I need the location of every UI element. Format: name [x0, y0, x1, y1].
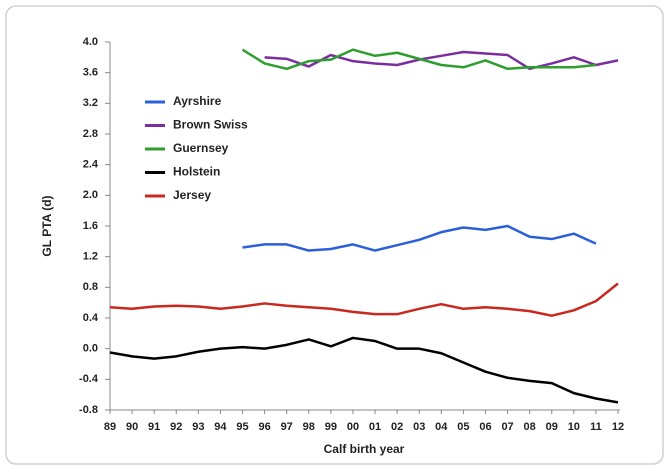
series-line	[109, 336, 619, 404]
x-tick-label: 92	[170, 421, 182, 433]
frame	[5, 5, 664, 465]
y-tick-label: 3.2	[83, 97, 98, 109]
x-tick-label: 97	[281, 421, 293, 433]
legend-label: Guernsey	[173, 141, 229, 155]
y-axis-title: GL PTA (d)	[40, 195, 54, 256]
legend-label: Brown Swiss	[173, 118, 248, 132]
x-tick-label: 96	[258, 421, 270, 433]
series-line	[264, 50, 619, 71]
x-tick-label: 12	[612, 421, 624, 433]
x-tick-label: 91	[148, 421, 160, 433]
x-tick-label: 99	[325, 421, 337, 433]
y-tick-label: 0.0	[83, 343, 98, 355]
x-tick-label: 03	[413, 421, 425, 433]
y-tick-label: -0.4	[79, 373, 99, 385]
legend-label: Ayrshire	[173, 94, 222, 108]
series-line	[241, 48, 597, 71]
y-tick-label: -0.8	[79, 404, 98, 416]
x-tick-label: 98	[303, 421, 315, 433]
x-axis-title: Calf birth year	[324, 442, 405, 456]
y-tick-label: 4.0	[83, 36, 98, 48]
y-tick-label: 2.4	[83, 159, 99, 171]
series-line	[242, 224, 597, 252]
x-tick-label: 89	[104, 421, 116, 433]
legend-label: Jersey	[173, 188, 211, 202]
x-tick-label: 05	[457, 421, 469, 433]
x-tick-label: 93	[192, 421, 204, 433]
x-tick-label: 95	[236, 421, 248, 433]
x-tick-label: 09	[546, 421, 558, 433]
y-tick-label: 2.8	[83, 128, 98, 140]
x-tick-label: 01	[369, 421, 381, 433]
x-tick-label: 10	[568, 421, 580, 433]
y-tick-label: 0.8	[83, 281, 98, 293]
x-tick-label: 90	[126, 421, 138, 433]
x-tick-label: 07	[501, 421, 513, 433]
x-tick-label: 04	[435, 421, 448, 433]
y-tick-label: 2.0	[83, 189, 98, 201]
y-tick-label: 0.4	[83, 312, 99, 324]
x-tick-label: 11	[590, 421, 602, 433]
series-line	[109, 282, 619, 317]
y-tick-label: 1.6	[83, 220, 98, 232]
x-tick-label: 94	[214, 421, 227, 433]
x-tick-label: 06	[479, 421, 491, 433]
x-tick-label: 00	[347, 421, 359, 433]
legend-label: Holstein	[173, 165, 220, 179]
y-tick-label: 3.6	[83, 67, 98, 79]
y-tick-label: 1.2	[83, 251, 98, 263]
x-tick-label: 08	[524, 421, 536, 433]
x-tick-label: 02	[391, 421, 403, 433]
